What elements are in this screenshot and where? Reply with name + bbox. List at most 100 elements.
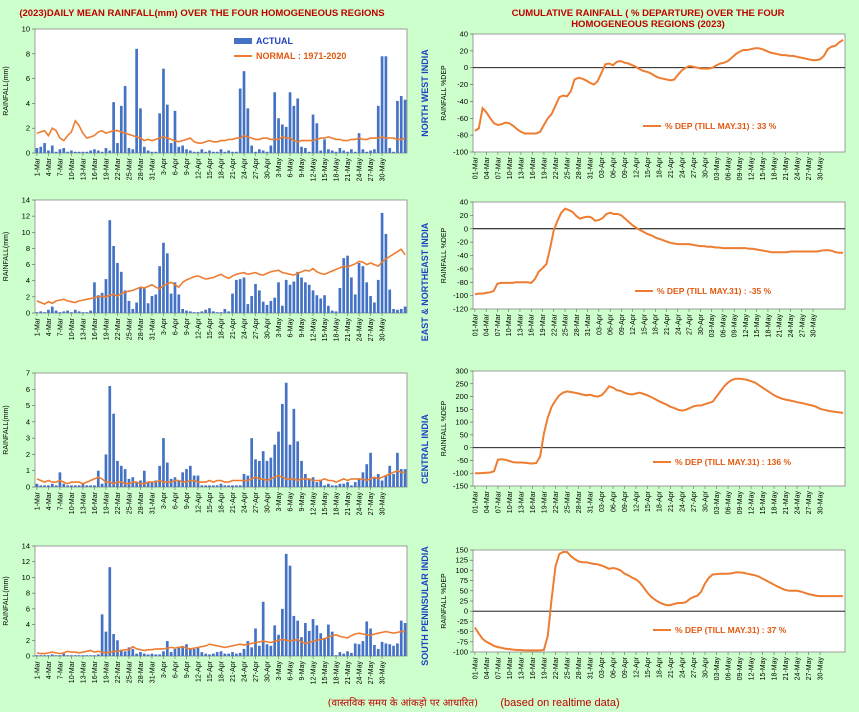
x-tick-label: 15-Apr xyxy=(645,656,652,678)
actual-bar xyxy=(357,262,361,313)
x-tick-label: 30-Apr xyxy=(265,317,272,339)
x-tick-label: 6-May xyxy=(288,158,295,178)
x-tick-label: 04-Mar xyxy=(484,656,491,679)
x-tick-label: 10-Mar xyxy=(507,656,514,679)
actual-bar xyxy=(231,293,234,313)
y-tick-label: 2 xyxy=(26,450,30,459)
x-tick-label: 24-May xyxy=(795,491,802,515)
x-tick-label: 21-Apr xyxy=(230,157,237,179)
actual-bar xyxy=(208,150,211,153)
actual-bar xyxy=(319,480,323,487)
plot-area xyxy=(34,545,408,657)
x-tick-label: 6-Apr xyxy=(172,317,179,335)
x-tick-label: 31-Mar xyxy=(149,491,156,514)
x-tick-label: 24-May xyxy=(357,158,364,182)
x-tick-label: 27-Apr xyxy=(691,156,698,178)
x-tick-label: 31-Mar xyxy=(149,317,156,340)
chart-panel-7: 300 250 200 150 100 50 0 -50 -100 -150 RAINFALL %D… xyxy=(420,367,846,515)
y-tick-label: 6 xyxy=(26,604,30,613)
x-tick-label: 27-May xyxy=(368,158,375,182)
x-tick-label: 10-Mar xyxy=(69,660,76,683)
chart-panel-4: 0 2 4 6 8 10 12 14 RAINFALL(mm) 1-Mar 4-Mar 7-Mar 10… xyxy=(3,542,408,685)
actual-bar xyxy=(131,149,135,153)
x-tick-label: 15-Apr xyxy=(641,313,648,335)
x-tick-label: 21-Apr xyxy=(668,656,675,678)
actual-bar xyxy=(66,485,69,487)
x-tick-label: 9-May xyxy=(299,158,306,178)
actual-bar xyxy=(50,306,54,313)
x-tick-label: 24-May xyxy=(795,657,802,681)
x-tick-label: 22-Mar xyxy=(553,656,560,679)
x-tick-label: 15-May xyxy=(760,491,767,515)
actual-bar xyxy=(173,110,177,153)
x-tick-label: 18-Apr xyxy=(219,157,226,179)
actual-bar xyxy=(234,279,238,313)
actual-bar xyxy=(211,151,215,153)
x-tick-label: 24-Apr xyxy=(675,313,682,335)
y-tick-label: -50 xyxy=(457,456,468,465)
actual-bar xyxy=(330,485,334,487)
actual-bar xyxy=(173,648,177,656)
x-tick-label: 18-May xyxy=(334,661,341,685)
x-tick-label: 3-Apr xyxy=(161,317,168,335)
actual-bar xyxy=(246,108,250,153)
actual-bar xyxy=(108,220,112,313)
x-tick-label: 09-Apr xyxy=(619,313,626,335)
x-tick-label: 15-May xyxy=(754,314,761,338)
x-tick-label: 21-May xyxy=(345,158,352,182)
actual-bar xyxy=(281,305,284,313)
y-axis-label: RAINFALL(mm) xyxy=(3,405,10,454)
actual-bar xyxy=(388,148,392,153)
x-tick-label: 16-Mar xyxy=(530,156,537,179)
actual-bar xyxy=(39,485,43,487)
y-tick-label: 0 xyxy=(26,149,30,158)
left-panel-title: (2023)DAILY MEAN RAINFALL(mm) OVER THE F… xyxy=(19,8,384,19)
actual-bar xyxy=(162,438,165,487)
x-tick-label: 19-Mar xyxy=(541,156,548,179)
y-tick-label: 1 xyxy=(26,466,30,475)
x-tick-label: 3-May xyxy=(276,492,283,512)
actual-bar xyxy=(185,469,188,487)
actual-bar xyxy=(93,485,96,487)
actual-bar xyxy=(246,641,250,656)
legend-normal-label: NORMAL : 1971-2020 xyxy=(256,51,346,61)
actual-bar xyxy=(261,451,265,487)
actual-bar xyxy=(66,151,69,153)
x-tick-label: 18-Apr xyxy=(219,491,226,513)
x-tick-label: 25-Mar xyxy=(564,490,571,513)
actual-bar xyxy=(135,653,138,656)
actual-bar xyxy=(215,151,219,153)
actual-bar xyxy=(181,647,184,656)
actual-bar xyxy=(365,282,369,313)
y-tick-label: 0 xyxy=(26,483,30,492)
actual-bar xyxy=(307,151,311,153)
actual-bar xyxy=(250,296,254,313)
actual-bar xyxy=(66,310,69,313)
actual-bar xyxy=(154,480,158,487)
x-tick-label: 30-Apr xyxy=(265,491,272,513)
actual-bar xyxy=(300,146,303,153)
x-tick-label: 7-Mar xyxy=(57,157,64,176)
actual-bar xyxy=(215,485,219,487)
actual-bar xyxy=(254,459,257,487)
footer-realtime-note: (based on realtime data) xyxy=(500,697,619,709)
actual-bar xyxy=(292,615,296,656)
x-tick-label: 24-May xyxy=(357,318,364,342)
actual-bar xyxy=(77,485,81,487)
y-tick-label: 12 xyxy=(22,557,30,566)
actual-bar xyxy=(150,653,154,656)
x-tick-label: 03-Apr xyxy=(596,313,603,335)
actual-bar xyxy=(242,277,246,313)
x-tick-label: 09-Apr xyxy=(622,656,629,678)
x-tick-label: 15-May xyxy=(760,157,767,181)
actual-bar xyxy=(304,473,307,487)
actual-bar xyxy=(304,623,307,656)
y-tick-label: 10 xyxy=(22,573,30,582)
x-tick-label: 24-Apr xyxy=(242,491,249,513)
actual-bar xyxy=(173,477,177,487)
x-tick-label: 3-Apr xyxy=(161,491,168,509)
actual-bar xyxy=(300,460,303,487)
actual-bar xyxy=(43,312,46,313)
x-tick-label: 16-Mar xyxy=(530,490,537,513)
actual-bar xyxy=(47,309,50,313)
